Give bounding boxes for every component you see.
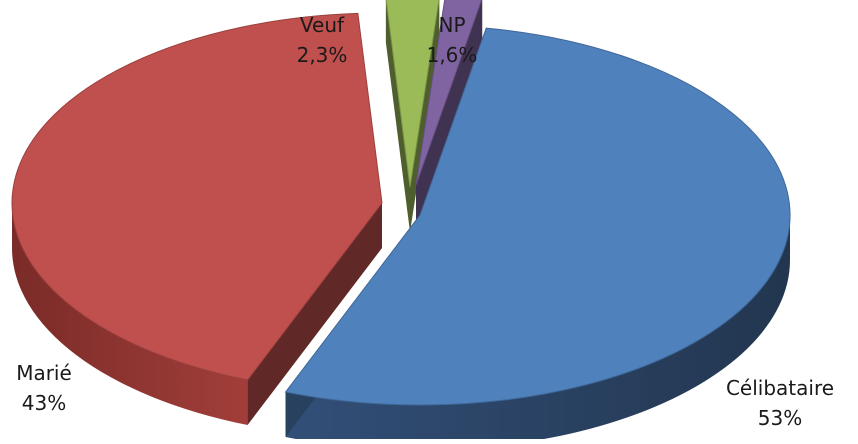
- pie-slice-np: [415, 0, 483, 186]
- pie-slice-side-marie: [12, 203, 248, 426]
- slice-value-label-veuf: 2,3%: [297, 43, 348, 67]
- slice-label-celibataire: Célibataire: [726, 376, 834, 400]
- pie-slice-wall-marie-0: [247, 203, 382, 426]
- pie-slice-veuf: [385, 0, 440, 188]
- slice-label-np: NP: [438, 13, 465, 37]
- pie-slice-celibataire: [284, 27, 791, 406]
- pie-slice-side-celibataire: [285, 215, 790, 444]
- slice-label-marie: Marié: [16, 361, 72, 385]
- slice-value-label-np: 1,6%: [427, 43, 478, 67]
- slice-value-label-celibataire: 53%: [758, 406, 802, 430]
- pie-slice-wall-veuf-0: [385, 0, 410, 232]
- pie-slice-wall-np-1: [416, 0, 483, 230]
- slice-label-veuf: Veuf: [300, 13, 345, 37]
- pie-slice-marie: [11, 12, 383, 381]
- slice-value-label-marie: 43%: [22, 391, 66, 415]
